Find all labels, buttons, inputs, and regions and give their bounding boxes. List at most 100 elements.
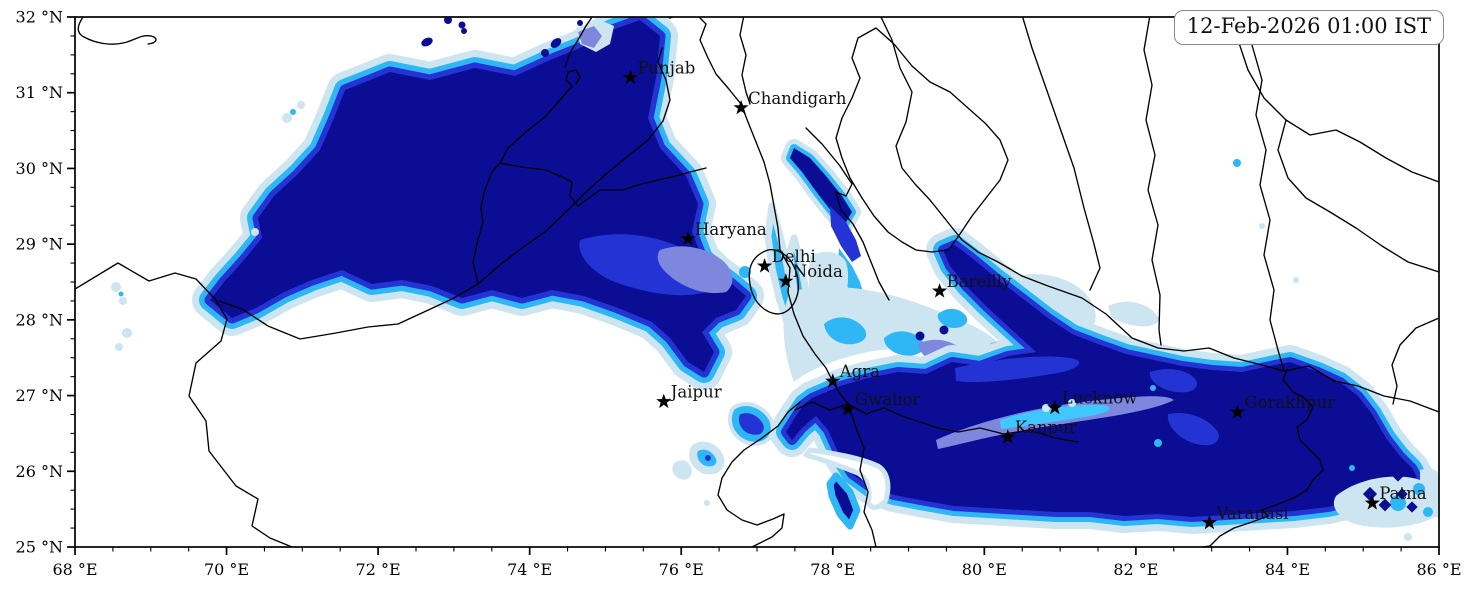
state-boundary <box>1201 369 1324 547</box>
state-boundary <box>218 47 671 340</box>
fog-core-northwest <box>210 20 746 372</box>
fog-contour <box>578 26 602 48</box>
fog-speck <box>297 101 305 109</box>
state-boundary <box>794 401 1079 443</box>
state-boundary <box>699 23 781 251</box>
fog-contour <box>657 246 733 294</box>
fog-speck <box>458 21 466 29</box>
fog-contour <box>936 396 1174 449</box>
fog-speck <box>1406 501 1418 513</box>
city-marker-gwalior <box>840 401 856 416</box>
city-label-chandigarh: Chandigarh <box>748 89 847 108</box>
state-boundaries <box>75 17 1439 547</box>
fog-contour <box>1042 404 1050 412</box>
fog-speck <box>461 28 467 34</box>
x-tick-label: 82 °E <box>1113 560 1158 579</box>
fog-contour <box>1413 483 1425 495</box>
country-boundary-nepal <box>880 17 1439 413</box>
plot-border <box>74 16 1440 548</box>
fog-speck <box>421 37 433 47</box>
y-tick-label: 25 °N <box>16 538 63 557</box>
city-label-jaipur: Jaipur <box>669 383 722 402</box>
fog-speck <box>1404 533 1412 541</box>
state-boundary <box>565 69 581 87</box>
fog-speck <box>1233 159 1241 167</box>
fog-speck <box>251 228 259 236</box>
fog-core-gangetic <box>786 245 1417 517</box>
city-label-punjab: Punjab <box>637 59 695 78</box>
fog-contour <box>1150 385 1156 391</box>
fog-contour <box>732 406 771 442</box>
fog-contour <box>1349 465 1355 471</box>
fog-contour <box>1149 369 1198 393</box>
fog-contour <box>739 266 751 278</box>
x-tick-label: 74 °E <box>507 560 552 579</box>
city-marker-noida <box>778 273 794 288</box>
fog-speck <box>118 291 124 297</box>
city-marker-patna <box>1364 495 1380 510</box>
fog-contour <box>672 460 692 480</box>
y-tick-label: 29 °N <box>16 235 63 254</box>
city-label-lucknow: Lucknow <box>1062 389 1138 408</box>
fog-gap <box>803 447 891 510</box>
fog-speck <box>577 20 583 26</box>
fog-speck <box>1362 486 1378 502</box>
fog-contour <box>830 206 861 262</box>
x-tick-label: 86 °E <box>1416 560 1461 579</box>
state-boundary <box>1021 17 1101 291</box>
y-tick-label: 28 °N <box>16 310 63 329</box>
x-tick-label: 70 °E <box>204 560 249 579</box>
city-label-haryana: Haryana <box>695 220 767 239</box>
x-tick-label: 68 °E <box>52 560 97 579</box>
state-boundary <box>499 162 707 207</box>
fog-contour <box>808 251 849 332</box>
x-tick-label: 78 °E <box>810 560 855 579</box>
state-boundary <box>1143 17 1162 346</box>
city-marker-haryana <box>680 230 696 246</box>
fog-contour <box>1167 412 1219 446</box>
fog-contour <box>826 472 861 530</box>
fog-speck <box>119 297 127 305</box>
state-boundary <box>564 17 707 68</box>
state-boundary <box>1391 317 1439 405</box>
fog-speck <box>115 343 123 351</box>
state-boundary <box>1237 17 1439 183</box>
fog-contour <box>824 317 867 345</box>
state-boundary <box>847 403 877 547</box>
fog-speck <box>1396 488 1408 500</box>
x-tick-label: 72 °E <box>356 560 401 579</box>
state-boundary <box>717 401 801 547</box>
city-label-agra: Agra <box>839 362 880 381</box>
city-marker-kanpur <box>1000 429 1016 444</box>
fog-speck <box>1392 470 1404 482</box>
fog-field <box>111 17 1439 541</box>
state-boundary <box>805 127 890 301</box>
x-tick-label: 80 °E <box>962 560 1007 579</box>
city-marker-agra <box>825 373 841 388</box>
fog-speck <box>290 109 296 115</box>
city-marker-bareilly <box>932 283 948 298</box>
state-boundary <box>1277 119 1439 273</box>
fog-contour <box>884 331 925 356</box>
state-boundary <box>472 85 573 285</box>
state-boundary <box>77 17 157 45</box>
fog-contour <box>705 455 711 461</box>
y-tick-label: 30 °N <box>16 159 63 178</box>
city-marker-gorakhpur <box>1229 404 1245 419</box>
x-tick-label: 76 °E <box>659 560 704 579</box>
fog-streak-northeast <box>790 148 852 224</box>
fog-contour <box>1108 301 1160 327</box>
axes-layer: 68 °E 70 °E 72 °E 74 °E 76 °E 78 °E 80 °E 82 °E… <box>16 8 1462 580</box>
fog-speck <box>444 17 452 24</box>
fog-contour <box>939 325 949 335</box>
fog-contour <box>955 356 1080 383</box>
timestamp-box: 12-Feb-2026 01:00 IST <box>1173 10 1444 46</box>
y-tick-label: 31 °N <box>16 83 63 102</box>
fog-speck <box>550 38 562 48</box>
city-label-patna: Patna <box>1379 484 1426 503</box>
city-label-gorakhpur: Gorakhpur <box>1244 393 1335 412</box>
fog-speck <box>111 282 121 292</box>
city-marker-chandigarh <box>733 99 749 115</box>
